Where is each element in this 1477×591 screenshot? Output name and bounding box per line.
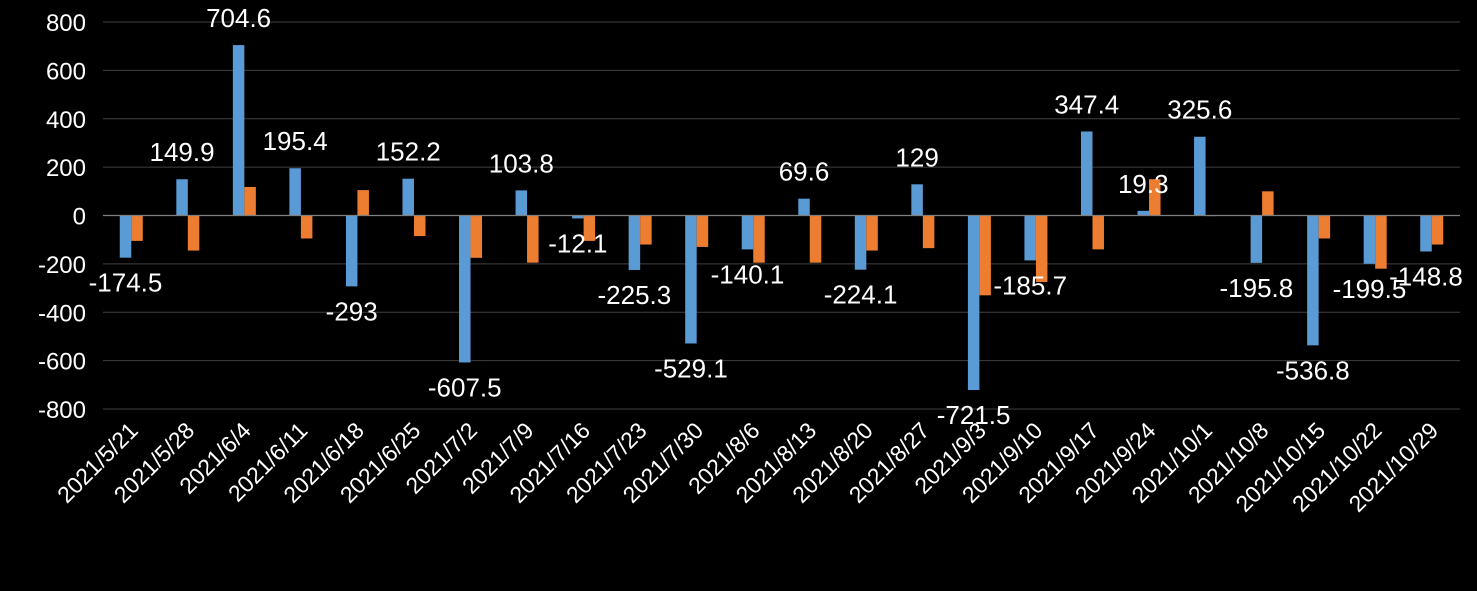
- bar-series-2: [640, 215, 652, 245]
- y-tick-label: -200: [38, 252, 86, 279]
- bar-series-2: [1035, 215, 1048, 283]
- data-label: -529.1: [654, 353, 728, 383]
- bar-series-2: [244, 186, 256, 216]
- bar-series-2: [300, 215, 313, 239]
- data-label: -12.1: [548, 228, 607, 258]
- bar-series-2: [809, 215, 822, 263]
- bar-series-1: [1137, 210, 1150, 216]
- data-label: 69.6: [779, 157, 830, 187]
- data-label: -721.5: [937, 400, 1011, 430]
- bar-series-1: [1194, 136, 1206, 216]
- data-label: 129: [895, 142, 938, 172]
- bar-series-1: [1420, 215, 1432, 252]
- bar-series-1: [1307, 215, 1319, 346]
- bar-series-1: [628, 215, 641, 270]
- data-label: -174.5: [89, 268, 163, 298]
- data-label: -536.8: [1276, 355, 1350, 385]
- y-tick-label: -400: [38, 300, 86, 327]
- bar-series-2: [357, 190, 369, 216]
- data-label: -185.7: [993, 270, 1067, 300]
- bar-series-1: [911, 184, 923, 216]
- bar-series-2: [1318, 215, 1331, 239]
- data-label: -293: [326, 296, 378, 326]
- bar-series-2: [922, 215, 935, 249]
- bar-series-2: [696, 215, 709, 247]
- bar-series-1: [1080, 131, 1093, 216]
- bar-series-2: [583, 215, 596, 241]
- data-label: -224.1: [824, 280, 898, 310]
- data-labels: -174.5 149.9 704.6 195.4 -293 152.2 -607.5 103.…: [89, 3, 1463, 430]
- data-label: 103.8: [489, 148, 554, 178]
- y-tick-label: -800: [38, 397, 86, 424]
- bar-series-1: [1363, 215, 1376, 264]
- data-label: 347.4: [1054, 89, 1119, 119]
- bar-series-2: [1092, 215, 1104, 250]
- y-tick-label: 400: [46, 107, 86, 134]
- bar-series-1: [685, 215, 697, 344]
- data-label: 152.2: [376, 137, 441, 167]
- data-label: 195.4: [263, 126, 328, 156]
- bars: [119, 45, 1444, 391]
- bar-series-1: [1250, 215, 1263, 263]
- data-label: -195.8: [1219, 273, 1293, 303]
- bar-series-1: [515, 190, 528, 216]
- data-label: -140.1: [711, 259, 785, 289]
- bar-series-1: [967, 215, 980, 391]
- bar-series-1: [572, 215, 584, 219]
- bar-series-1: [459, 215, 471, 363]
- data-label: -148.8: [1389, 261, 1463, 291]
- bar-series-2: [131, 215, 143, 241]
- data-label: -607.5: [428, 372, 502, 402]
- data-label: -199.5: [1333, 274, 1407, 304]
- bar-series-2: [527, 215, 539, 263]
- bar-series-2: [187, 215, 200, 251]
- y-tick-label: 200: [46, 155, 86, 182]
- bar-series-1: [854, 215, 867, 270]
- bar-series-2: [1375, 215, 1387, 269]
- data-label: 325.6: [1167, 95, 1232, 125]
- bar-series-1: [402, 178, 414, 216]
- data-label: 704.6: [206, 3, 271, 33]
- bar-series-1: [741, 215, 754, 250]
- bar-series-1: [119, 215, 132, 258]
- bar-series-2: [979, 215, 991, 296]
- bar-series-2: [1262, 191, 1274, 216]
- y-tick-label: 800: [46, 10, 86, 37]
- bar-series-2: [1431, 215, 1444, 245]
- bar-series-2: [1149, 179, 1161, 216]
- bar-series-1: [176, 179, 188, 216]
- bar-series-2: [413, 215, 426, 237]
- data-label: -225.3: [598, 280, 672, 310]
- bar-series-1: [1024, 215, 1036, 261]
- y-tick-label: -600: [38, 349, 86, 376]
- bar-series-1: [798, 198, 810, 216]
- data-label: 19.3: [1118, 169, 1169, 199]
- bar-series-2: [753, 215, 765, 263]
- y-tick-label: 600: [46, 58, 86, 85]
- y-axis: 800 600 400 200 0 -200 -400 -600 -800: [38, 10, 86, 424]
- bar-series-1: [289, 168, 301, 216]
- y-tick-label: 0: [73, 204, 86, 231]
- bar-series-2: [866, 215, 878, 251]
- data-label: 149.9: [150, 137, 215, 167]
- bar-series-2: [470, 215, 483, 258]
- bar-series-1: [232, 45, 245, 216]
- bar-series-1: [345, 215, 358, 287]
